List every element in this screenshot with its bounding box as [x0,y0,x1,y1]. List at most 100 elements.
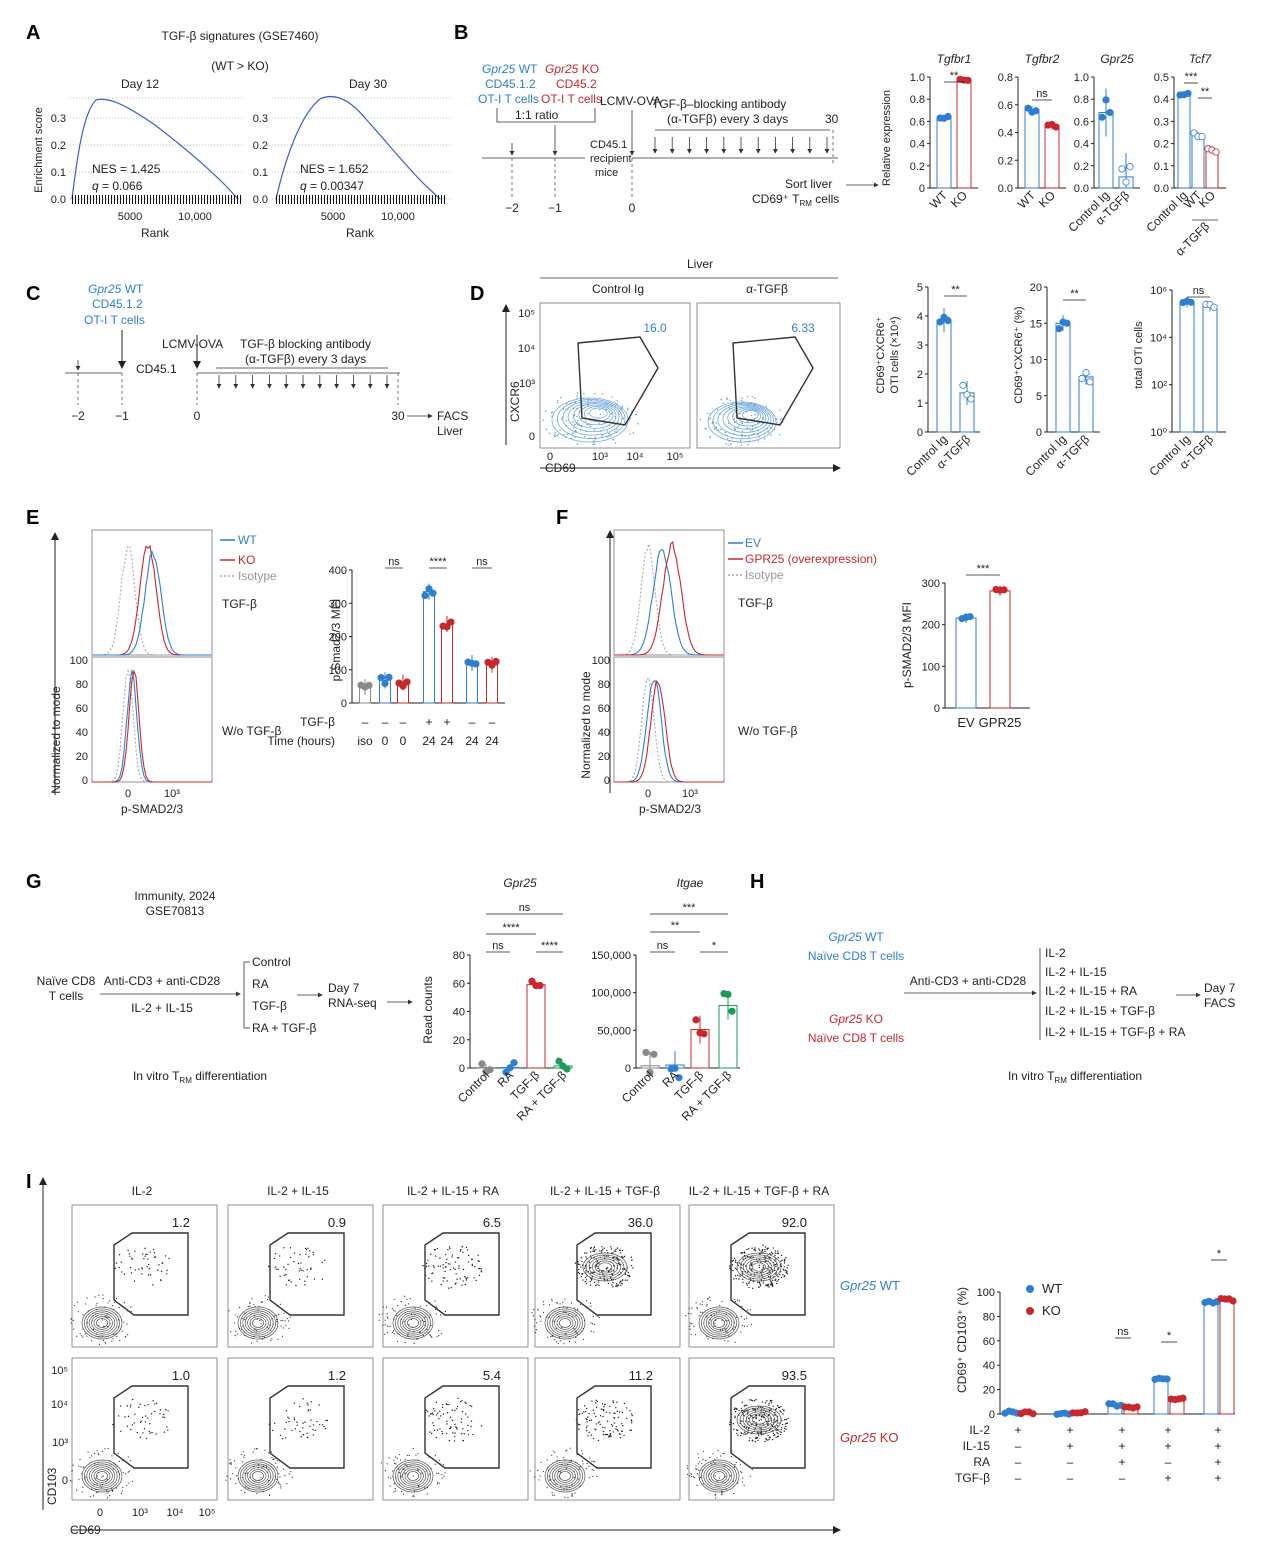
contour [582,1252,628,1282]
event-dot [445,1266,447,1268]
event-dot [428,1316,431,1318]
contour [567,401,620,433]
row-value: + [1214,1423,1221,1437]
event-dot [767,1439,769,1441]
event-dot [685,1315,687,1317]
event-dot [579,1466,581,1468]
event-dot [751,1440,754,1442]
event-dot [557,399,559,402]
event-dot [597,1439,600,1442]
row-value: + [1118,1423,1125,1437]
event-dot [608,1435,610,1438]
event-dot [578,424,580,427]
event-dot [706,1315,708,1317]
event-dot [700,1462,703,1464]
event-dot [266,1298,269,1301]
event-dot [412,1495,414,1497]
event-dot [690,1475,693,1478]
contour [237,1459,279,1493]
sig-label: ** [1070,288,1079,300]
event-dot [393,1483,395,1485]
event-dot [404,1304,407,1306]
event-dot [778,434,781,436]
event-dot [553,1339,556,1341]
event-dot [753,405,755,407]
event-dot [740,1252,742,1255]
event-dot [733,418,736,420]
contour [701,1461,737,1491]
event-dot [737,1274,739,1276]
b-ko-line3: OT-I T cells [541,92,602,106]
event-dot [81,1473,83,1475]
event-dot [772,1421,774,1423]
event-dot [611,1425,614,1427]
event-dot [141,1273,143,1275]
ytick: 10³ [519,378,535,390]
event-dot [766,1267,768,1270]
xlabel-rank: Rank [346,226,375,240]
event-dot [592,441,595,443]
event-dot [285,1437,287,1439]
event-dot [701,1311,704,1313]
c-host: CD45.1 [136,362,177,376]
event-dot [586,423,588,426]
event-dot [733,1428,735,1431]
event-dot [779,1433,782,1436]
event-dot [729,1475,732,1477]
event-dot [556,419,558,422]
event-dot [82,1328,84,1330]
event-dot [766,1421,768,1423]
event-dot [594,1402,597,1404]
event-dot [779,1430,781,1433]
event-dot [462,1428,464,1430]
event-dot [422,1265,424,1267]
event-dot [720,398,722,401]
event-dot [94,1296,96,1298]
contour [752,1262,766,1272]
event-dot [288,1279,291,1281]
event-dot [118,1266,120,1269]
contour [742,1409,776,1431]
event-dot [735,1461,737,1464]
panel-b-charts: Relative expression 1.00.80.60.40.20 WTKO… [881,52,1226,259]
event-dot [253,1335,255,1337]
event-dot [134,1413,136,1416]
event-dot [120,1492,123,1494]
bar [956,79,972,189]
event-dot [445,1403,448,1405]
event-dot [310,1401,312,1403]
event-dot [421,1472,423,1474]
gate-value: 16.0 [643,321,667,335]
ytick: 0 [604,775,610,787]
event-dot [621,1249,624,1252]
event-dot [285,1324,287,1327]
histogram-trace [92,550,212,656]
event-dot [433,1266,435,1268]
event-dot [438,1482,440,1484]
data-point [385,673,393,681]
gate [424,1385,500,1469]
event-dot [581,1460,584,1462]
event-dot [757,1439,759,1442]
event-dot [741,1274,744,1276]
event-dot [436,1336,438,1338]
event-dot [615,1283,618,1285]
event-dot [582,1279,584,1281]
event-dot [454,1261,457,1263]
panel-label-g: G [26,871,42,893]
event-dot [309,1425,311,1428]
event-dot [312,1429,314,1431]
event-dot [622,1425,624,1427]
event-dot [82,1486,84,1488]
event-dot [249,1301,251,1303]
sig-label: *** [1185,71,1199,83]
event-dot [765,1438,768,1441]
event-dot [589,1457,591,1459]
event-dot [745,410,748,413]
event-dot [740,444,743,446]
event-dot [284,1475,286,1477]
event-dot [318,1404,320,1406]
event-dot [410,1318,413,1321]
event-dot [610,404,613,407]
contour [713,1471,725,1481]
